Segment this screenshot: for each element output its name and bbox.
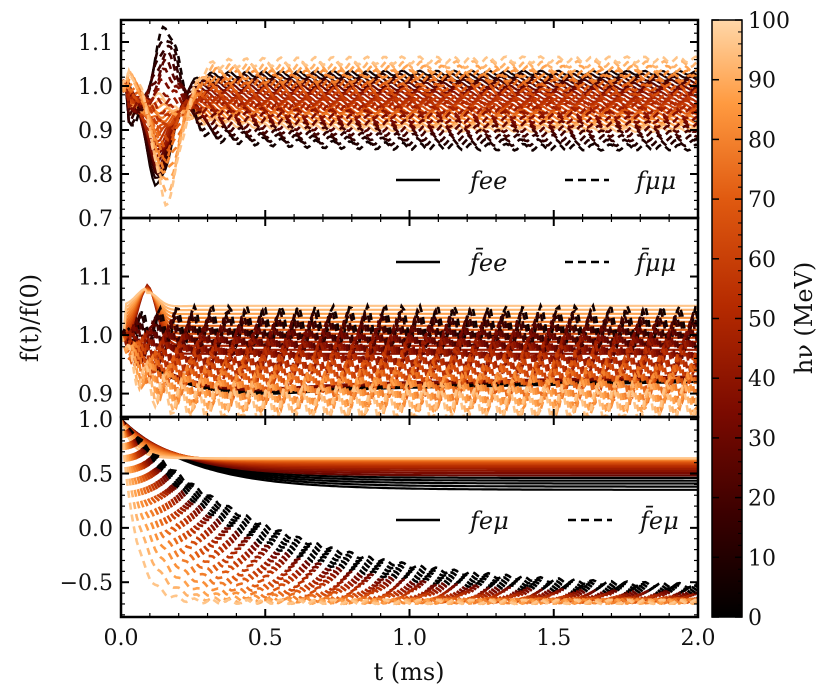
cb-tick-label-8: 80 — [748, 128, 776, 153]
ytick-label-middle-0: 0.9 — [78, 383, 113, 408]
series-middle-0-curve-17 — [121, 287, 698, 337]
cb-tick-label-1: 10 — [748, 546, 776, 571]
series-middle-0-curve-19 — [121, 287, 698, 337]
series-bottom-1-curve-5 — [121, 418, 698, 598]
series-middle-1-curve-5 — [121, 319, 698, 367]
axes: 0.70.80.91.01.10.91.01.1−0.50.00.51.00.0… — [60, 18, 716, 651]
legend-bottom-label-2: f̄eμ — [638, 506, 679, 535]
series-top-1-curve-4 — [121, 56, 698, 134]
series-middle-0-curve-16 — [121, 287, 698, 337]
series-top-1-curve-18 — [121, 59, 698, 195]
series-bottom-0-curve-13 — [121, 418, 698, 463]
series-top-1-curve-19 — [121, 55, 698, 208]
series-bottom-1-curve-3 — [121, 418, 698, 595]
series-middle-0-curve-18 — [121, 287, 698, 337]
series-top-1-curve-10 — [121, 87, 698, 122]
series-top-1-curve-9 — [121, 83, 698, 115]
xtick-label-0: 0.0 — [104, 626, 139, 651]
series-top-1-curve-12 — [121, 78, 698, 142]
series-bottom-1-curve-2 — [121, 418, 698, 593]
ytick-label-bottom-0: −0.5 — [60, 571, 113, 596]
cb-tick-label-3: 30 — [748, 427, 776, 452]
panel-bottom-lines — [121, 418, 698, 606]
series-bottom-0-curve-14 — [121, 418, 698, 462]
ytick-label-middle-1: 1.0 — [78, 324, 113, 349]
series-bottom-0-curve-11 — [121, 418, 698, 465]
cb-tick-label-5: 50 — [748, 308, 776, 333]
series-bottom-0-curve-19 — [121, 418, 698, 460]
panel-middle-lines — [121, 283, 698, 417]
series-top-0-curve-18 — [121, 80, 698, 131]
series-bottom-0-curve-1 — [121, 418, 698, 488]
ytick-label-top-2: 0.9 — [78, 119, 113, 144]
ytick-label-top-3: 1.0 — [78, 75, 113, 100]
series-middle-1-curve-7 — [121, 326, 698, 375]
series-top-1-curve-6 — [121, 77, 698, 125]
cb-tick-label-7: 70 — [748, 188, 776, 213]
xtick-label-3: 1.5 — [536, 626, 571, 651]
ytick-label-top-1: 0.8 — [78, 163, 113, 188]
legend-top-label-2: fμμ — [634, 167, 676, 195]
series-top-1-curve-1 — [121, 39, 698, 148]
series-middle-1-curve-18 — [121, 334, 698, 417]
series-top-1-curve-14 — [121, 77, 698, 163]
series-bottom-1-curve-16 — [121, 418, 698, 605]
series-bottom-0-curve-2 — [121, 418, 698, 485]
series-top-1-curve-8 — [121, 79, 698, 116]
series-middle-1-curve-8 — [121, 330, 698, 380]
series-top-1-curve-13 — [121, 79, 698, 153]
series-top-1-curve-3 — [121, 49, 698, 139]
cb-tick-label-2: 20 — [748, 487, 776, 512]
cb-tick-label-6: 60 — [748, 248, 776, 273]
panel-top-lines — [121, 25, 698, 208]
y-axis-label: f(t)/f(0) — [16, 274, 44, 362]
ytick-label-top-4: 1.1 — [78, 31, 113, 56]
series-middle-1-curve-16 — [121, 334, 698, 414]
series-bottom-0-curve-15 — [121, 418, 698, 461]
legend-middle-label-2: f̄μμ — [634, 248, 676, 277]
series-bottom-0-curve-16 — [121, 418, 698, 461]
series-top-1-curve-15 — [121, 73, 698, 170]
x-axis-label: t (ms) — [373, 658, 444, 686]
colorbar-ticks: 0 10 20 30 40 50 60 70 80 90 100 — [712, 9, 790, 631]
legend-middle: f̄ee f̄μμ — [396, 248, 676, 277]
xtick-label-1: 0.5 — [248, 626, 283, 651]
series-bottom-1-curve-10 — [121, 418, 698, 603]
series-middle-1-curve-17 — [121, 334, 698, 417]
legend-bottom-label-1: feμ — [468, 507, 509, 535]
legend-middle-label-1: f̄ee — [468, 248, 507, 277]
series-top-1-curve-7 — [121, 79, 698, 120]
series-bottom-0-curve-0 — [121, 418, 698, 491]
ytick-label-bottom-1: 0.0 — [78, 517, 113, 542]
series-bottom-0-curve-17 — [121, 418, 698, 460]
cb-tick-label-9: 90 — [748, 69, 776, 94]
series-top-0-curve-10 — [121, 86, 698, 144]
series-bottom-0-curve-12 — [121, 418, 698, 464]
series-bottom-1-curve-18 — [121, 419, 698, 606]
ytick-label-bottom-3: 1.0 — [78, 408, 113, 433]
cb-tick-label-0: 0 — [748, 606, 762, 631]
legend-top: fee fμμ — [396, 167, 676, 195]
series-middle-1-curve-19 — [121, 334, 698, 417]
legend-bottom: feμ f̄eμ — [396, 506, 679, 535]
ytick-label-middle-2: 1.1 — [78, 266, 113, 291]
series-top-1-curve-2 — [121, 44, 698, 143]
legend-top-label-1: fee — [468, 167, 507, 195]
ytick-label-top-0: 0.7 — [78, 207, 113, 232]
ytick-label-bottom-2: 0.5 — [78, 463, 113, 488]
series-top-1-curve-16 — [121, 68, 698, 175]
xtick-label-4: 2.0 — [681, 626, 716, 651]
series-bottom-1-curve-19 — [121, 419, 698, 606]
series-top-0-curve-5 — [121, 82, 698, 167]
colorbar-label: hν (MeV) — [790, 262, 818, 375]
series-bottom-1-curve-17 — [121, 418, 698, 606]
series-bottom-1-curve-15 — [121, 418, 698, 605]
series-top-1-curve-5 — [121, 67, 698, 129]
xtick-label-2: 1.0 — [392, 626, 427, 651]
series-bottom-1-curve-7 — [121, 418, 698, 600]
series-bottom-0-curve-18 — [121, 418, 698, 460]
cb-tick-label-10: 100 — [748, 9, 790, 34]
cb-tick-label-4: 40 — [748, 367, 776, 392]
